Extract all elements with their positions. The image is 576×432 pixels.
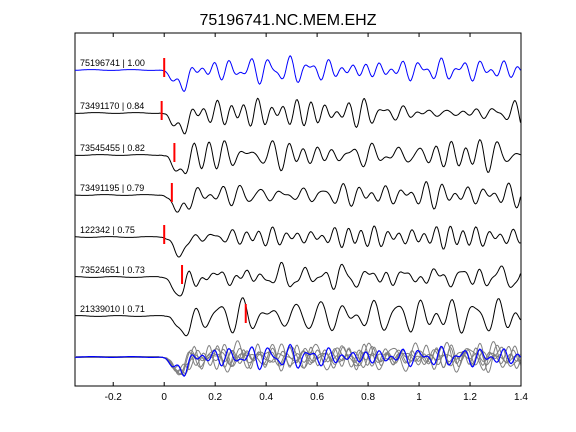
trace-label: 75196741 | 1.00: [80, 58, 145, 68]
chart-title: 75196741.NC.MEM.EHZ: [200, 12, 377, 29]
trace-line: [75, 97, 521, 135]
trace-label: 21339010 | 0.71: [80, 304, 145, 314]
x-tick-label: 0.4: [259, 392, 273, 403]
trace-label: 73491170 | 0.84: [80, 101, 144, 111]
trace-line: [75, 261, 521, 297]
x-tick-label: 1.2: [463, 392, 477, 403]
trace-line: [75, 297, 521, 337]
x-tick-label: 1: [416, 392, 422, 403]
plot-area: -0.2 0 0.2 0.4 0.6 0.8 1 1.2 1.4 75196741 | 1.00 7…: [74, 32, 528, 403]
trace-label: 73524651 | 0.73: [80, 265, 145, 275]
x-tick-label: -0.2: [105, 392, 123, 403]
trace-line: [74, 55, 521, 93]
x-tick-label: 0: [161, 392, 167, 403]
x-tick-label: 0.8: [361, 392, 375, 403]
trace-line: [74, 181, 521, 213]
trace-label: 73545455 | 0.82: [80, 143, 145, 153]
trace-label: 122342 | 0.75: [80, 225, 135, 235]
trace-line: [74, 139, 521, 175]
stack-reference-trace: [75, 343, 521, 378]
x-tick-label: 0.2: [208, 392, 222, 403]
trace-line: [74, 225, 521, 258]
x-tick-label: 1.4: [514, 392, 528, 403]
x-tick-label: 0.6: [310, 392, 324, 403]
plot-frame: [74, 32, 522, 387]
trace-label: 73491195 | 0.79: [80, 183, 144, 193]
